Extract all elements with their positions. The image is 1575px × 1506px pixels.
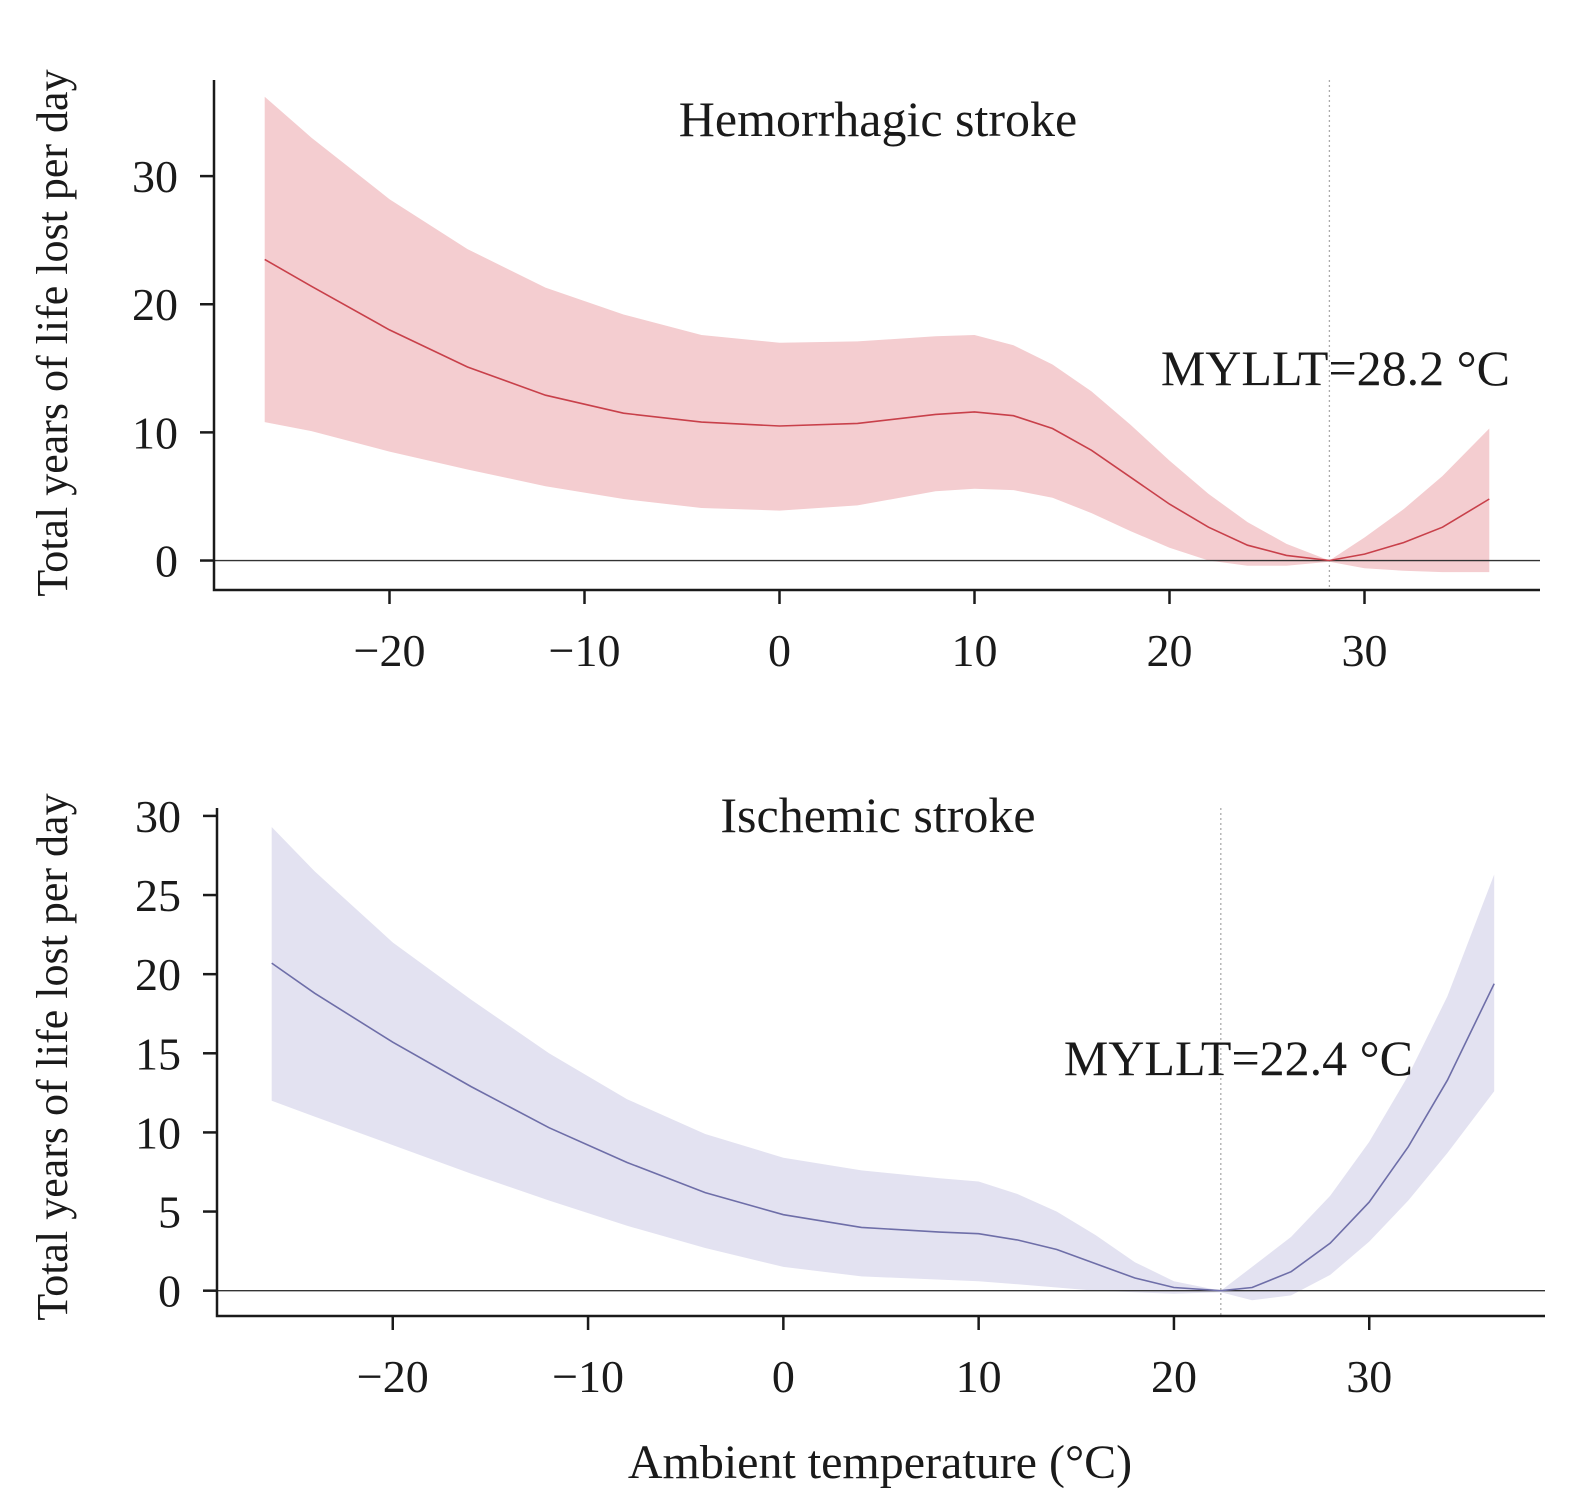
x-tick-label: −20 bbox=[357, 1351, 429, 1402]
x-tick-label: 30 bbox=[1342, 625, 1388, 676]
y-tick-label: 10 bbox=[132, 407, 178, 458]
x-tick-label: −10 bbox=[552, 1351, 624, 1402]
y-tick-label: 0 bbox=[158, 1266, 181, 1317]
panel-title-hemorrhagic: Hemorrhagic stroke bbox=[679, 91, 1077, 147]
y-tick-label: 10 bbox=[135, 1107, 181, 1158]
y-tick-label: 15 bbox=[135, 1028, 181, 1079]
y-ticks-hemorrhagic: 0 10 20 30 bbox=[132, 151, 214, 587]
ci-band-hemorrhagic bbox=[264, 96, 1490, 573]
estimate-line-hemorrhagic bbox=[264, 258, 1490, 562]
y-tick-label: 5 bbox=[158, 1187, 181, 1238]
estimate-line-ischemic bbox=[271, 962, 1495, 1292]
panel-title-ischemic: Ischemic stroke bbox=[720, 787, 1035, 843]
y-tick-label: 30 bbox=[132, 151, 178, 202]
y-tick-label: 30 bbox=[135, 791, 181, 842]
y-axis-label-hemorrhagic: Total years of life lost per day bbox=[28, 69, 77, 596]
x-ticks-hemorrhagic: −20 −10 0 10 20 30 bbox=[354, 590, 1388, 676]
y-tick-label: 25 bbox=[135, 870, 181, 921]
y-tick-label: 0 bbox=[155, 536, 178, 587]
panel-ischemic: 0 5 10 15 20 25 30 −20 −10 0 10 20 30 Ischemic stro… bbox=[28, 787, 1545, 1489]
y-ticks-ischemic: 0 5 10 15 20 25 30 bbox=[135, 791, 217, 1317]
axes-ischemic bbox=[215, 808, 1545, 1318]
x-tick-label: 10 bbox=[952, 625, 998, 676]
axes-hemorrhagic bbox=[212, 80, 1540, 592]
x-ticks-ischemic: −20 −10 0 10 20 30 bbox=[357, 1316, 1392, 1402]
x-tick-label: −10 bbox=[549, 625, 621, 676]
y-tick-label: 20 bbox=[135, 949, 181, 1000]
x-tick-label: 30 bbox=[1346, 1351, 1392, 1402]
x-tick-label: 10 bbox=[956, 1351, 1002, 1402]
myllt-annotation-hemorrhagic: MYLLT=28.2 °C bbox=[1161, 340, 1510, 396]
x-tick-label: 0 bbox=[772, 1351, 795, 1402]
myllt-annotation-ischemic: MYLLT=22.4 °C bbox=[1064, 1030, 1413, 1086]
y-tick-label: 20 bbox=[132, 279, 178, 330]
panel-hemorrhagic: 0 10 20 30 −20 −10 0 10 20 30 Hemorrhagic stroke… bbox=[28, 69, 1540, 676]
x-tick-label: 0 bbox=[768, 625, 791, 676]
x-tick-label: 20 bbox=[1147, 625, 1193, 676]
ci-band-ischemic bbox=[271, 827, 1495, 1301]
y-axis-label-ischemic: Total years of life lost per day bbox=[28, 793, 77, 1320]
x-tick-label: 20 bbox=[1151, 1351, 1197, 1402]
x-axis-label: Ambient temperature (°C) bbox=[628, 1436, 1132, 1489]
x-tick-label: −20 bbox=[354, 625, 426, 676]
